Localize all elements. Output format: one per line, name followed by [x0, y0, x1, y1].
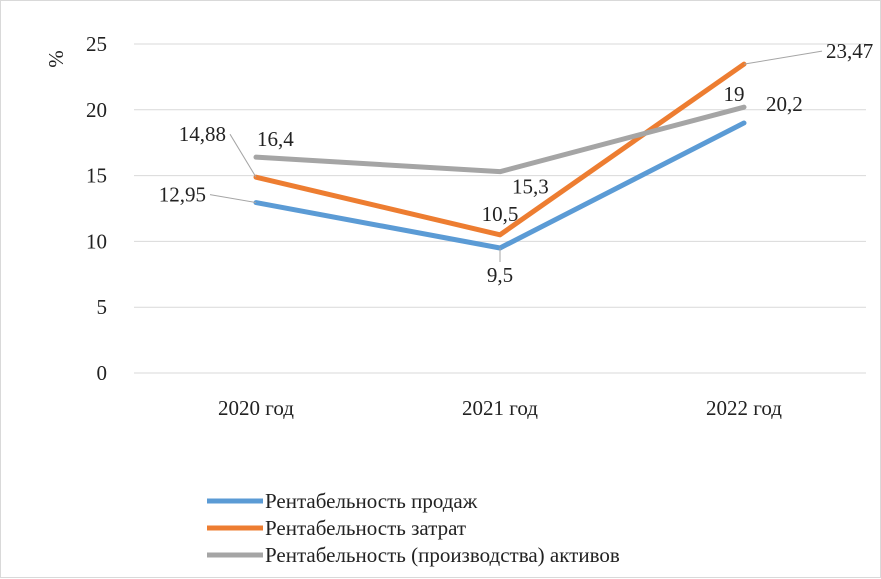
legend-label-2: Рентабельность (производства) активов [265, 543, 620, 567]
leader-line-s1-p2 [743, 50, 823, 65]
data-label-s2-p1: 15,3 [512, 175, 549, 199]
series-line-0 [253, 120, 747, 251]
x-tick-label-2: 2022 год [706, 396, 782, 420]
y-tick-label-0: 0 [97, 361, 108, 385]
series-line-2 [253, 104, 747, 175]
leader-line-s1-p0 [229, 133, 257, 178]
data-label-s1-p1: 10,5 [482, 202, 519, 226]
data-labels: 12,95 9,5 19 14,88 10,5 23,47 16,4 15,3 20,2 [159, 39, 874, 287]
series-line-1 [253, 61, 747, 238]
leader-line-s0-p0 [209, 194, 257, 204]
legend-label-1: Рентабельность затрат [265, 516, 466, 540]
data-label-s1-p0: 14,88 [179, 122, 226, 146]
data-label-s2-p2: 20,2 [766, 92, 803, 116]
y-tick-label-5: 5 [97, 295, 108, 319]
data-label-s2-p0: 16,4 [257, 127, 294, 151]
y-tick-label-15: 15 [86, 164, 107, 188]
data-label-s0-p2: 19 [724, 82, 745, 106]
y-tick-label-25: 25 [86, 32, 107, 56]
x-tick-label-0: 2020 год [218, 396, 294, 420]
y-tick-label-20: 20 [86, 98, 107, 122]
y-tick-label-10: 10 [86, 229, 107, 253]
legend: Рентабельность продаж Рентабельность затр… [207, 489, 620, 567]
y-axis-ticks: 0 5 10 15 20 25 [86, 32, 107, 385]
y-axis-label: % [44, 50, 68, 68]
x-tick-label-1: 2021 год [462, 396, 538, 420]
data-label-s0-p0: 12,95 [159, 183, 206, 207]
data-label-s1-p2: 23,47 [826, 39, 873, 63]
legend-label-0: Рентабельность продаж [265, 489, 478, 513]
label-leader-lines [209, 50, 823, 262]
data-label-s0-p1: 9,5 [487, 263, 513, 287]
x-axis-ticks: 2020 год 2021 год 2022 год [218, 396, 782, 420]
